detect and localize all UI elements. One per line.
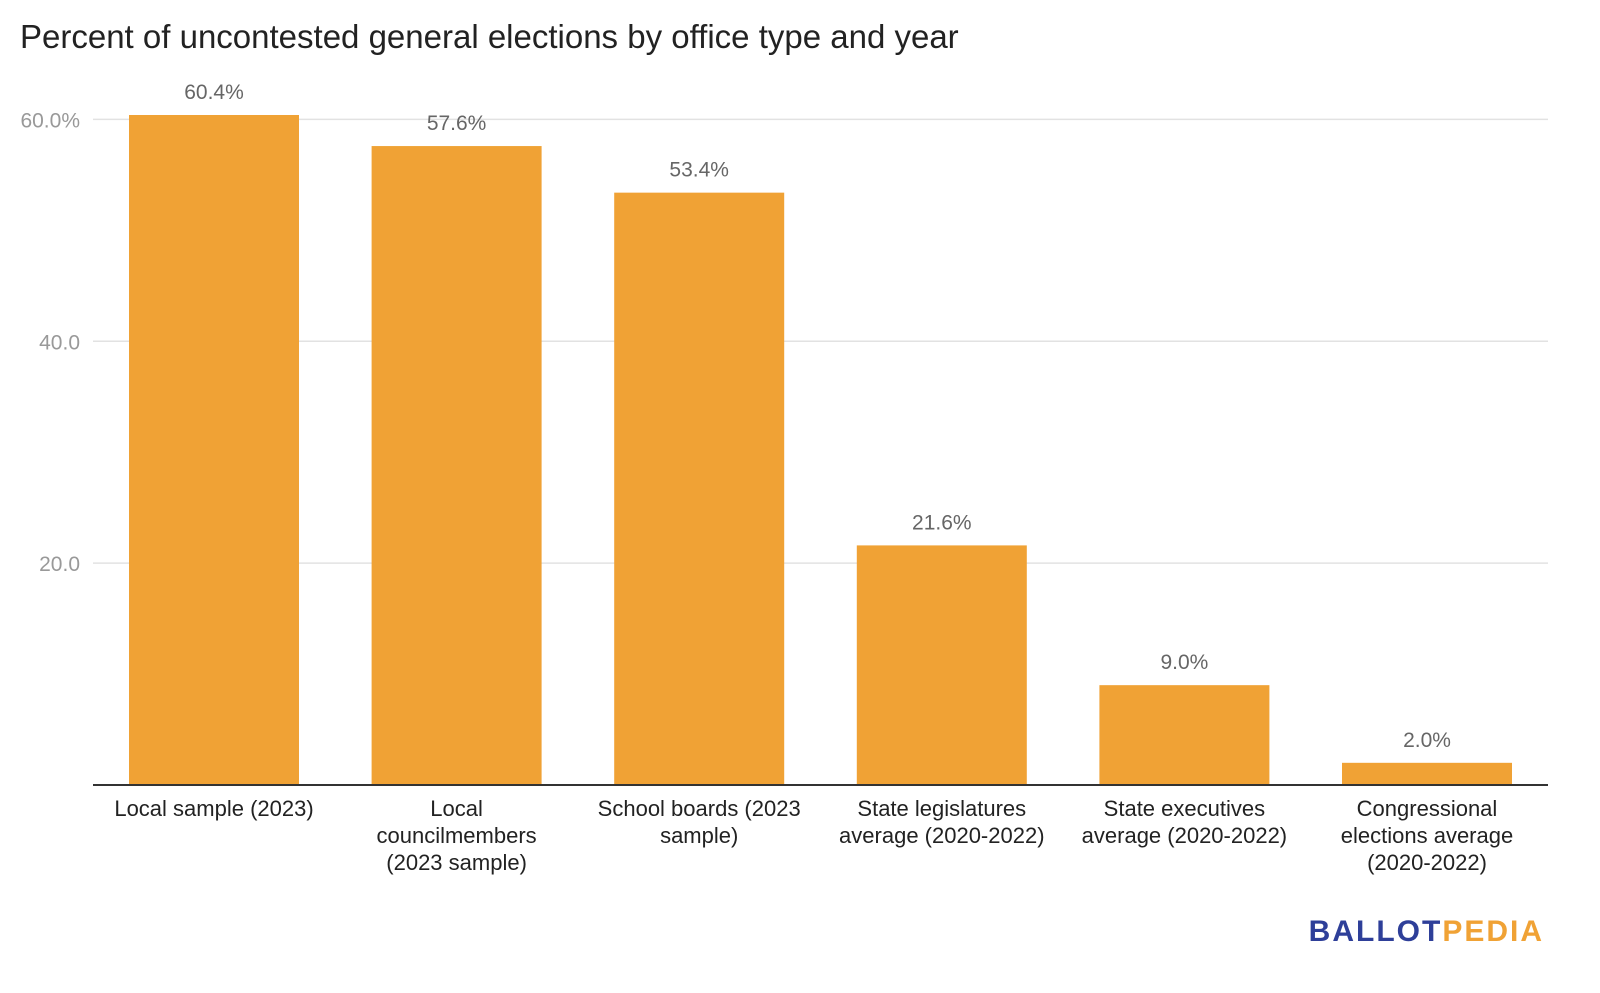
logo-part-pedia: PEDIA — [1442, 915, 1544, 948]
ballotpedia-logo: BALLOTPEDIA — [1309, 915, 1544, 949]
category-label: State executives average (2020-2022) — [1082, 796, 1287, 848]
category-label-line: Local sample (2023) — [114, 796, 313, 821]
category-label-line: average (2020-2022) — [1082, 823, 1287, 848]
y-tick-label: 20.0 — [39, 553, 80, 576]
category-label: Congressional elections average (2020-2022… — [1341, 796, 1513, 875]
bars — [129, 115, 1512, 786]
category-label-line: (2020-2022) — [1367, 850, 1487, 875]
category-label-line: sample) — [660, 823, 738, 848]
category-label-line: State legislatures — [857, 796, 1026, 821]
category-label: School boards (2023 sample) — [598, 796, 801, 848]
category-label-line: (2023 sample) — [386, 850, 527, 875]
category-label-line: elections average — [1341, 823, 1513, 848]
bar — [371, 146, 542, 786]
category-label: State legislatures average (2020-2022) — [839, 796, 1044, 848]
data-label: 9.0% — [1160, 651, 1208, 674]
bar — [856, 545, 1027, 785]
data-label: 21.6% — [912, 511, 972, 534]
data-label: 2.0% — [1403, 729, 1451, 752]
data-label: 57.6% — [427, 112, 487, 135]
category-label-line: School boards (2023 — [598, 796, 801, 821]
data-label: 60.4% — [184, 81, 244, 104]
gridlines — [93, 118, 1548, 564]
data-label: 53.4% — [669, 159, 729, 182]
data-labels: 60.4% 57.6% 53.4% 21.6% 9.0% 2.0% — [184, 81, 1451, 752]
category-label: Local councilmembers (2023 sample) — [377, 796, 537, 875]
category-labels: Local sample (2023) Local councilmembers (2… — [114, 796, 1513, 875]
logo-part-ballot: BALLOT — [1308, 915, 1443, 948]
category-label-line: councilmembers — [377, 823, 537, 848]
category-label: Local sample (2023) — [114, 796, 313, 821]
category-label-line: Congressional — [1357, 796, 1498, 821]
category-label-line: Local — [430, 796, 483, 821]
y-axis-ticks: 20.0 40.0 60.0% — [20, 109, 80, 576]
bar — [1342, 762, 1512, 785]
chart-title: Percent of uncontested general elections… — [20, 18, 959, 55]
y-tick-label: 60.0% — [20, 109, 80, 132]
category-label-line: average (2020-2022) — [839, 823, 1044, 848]
y-tick-label: 40.0 — [39, 331, 80, 354]
bar — [1099, 685, 1270, 785]
bar — [614, 192, 785, 786]
bar — [129, 115, 299, 785]
category-label-line: State executives — [1104, 796, 1265, 821]
